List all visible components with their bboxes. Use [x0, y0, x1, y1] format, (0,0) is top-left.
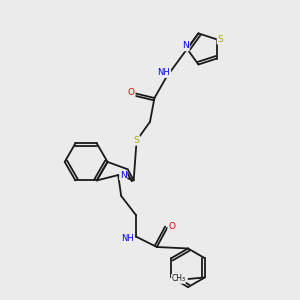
Text: O: O	[168, 222, 175, 231]
Text: CH₃: CH₃	[171, 274, 185, 284]
Text: NH: NH	[121, 234, 134, 243]
Text: O: O	[128, 88, 135, 97]
Text: N: N	[182, 41, 189, 50]
Text: N: N	[120, 171, 127, 180]
Text: S: S	[134, 136, 140, 145]
Text: NH: NH	[158, 68, 170, 77]
Text: S: S	[218, 35, 223, 44]
